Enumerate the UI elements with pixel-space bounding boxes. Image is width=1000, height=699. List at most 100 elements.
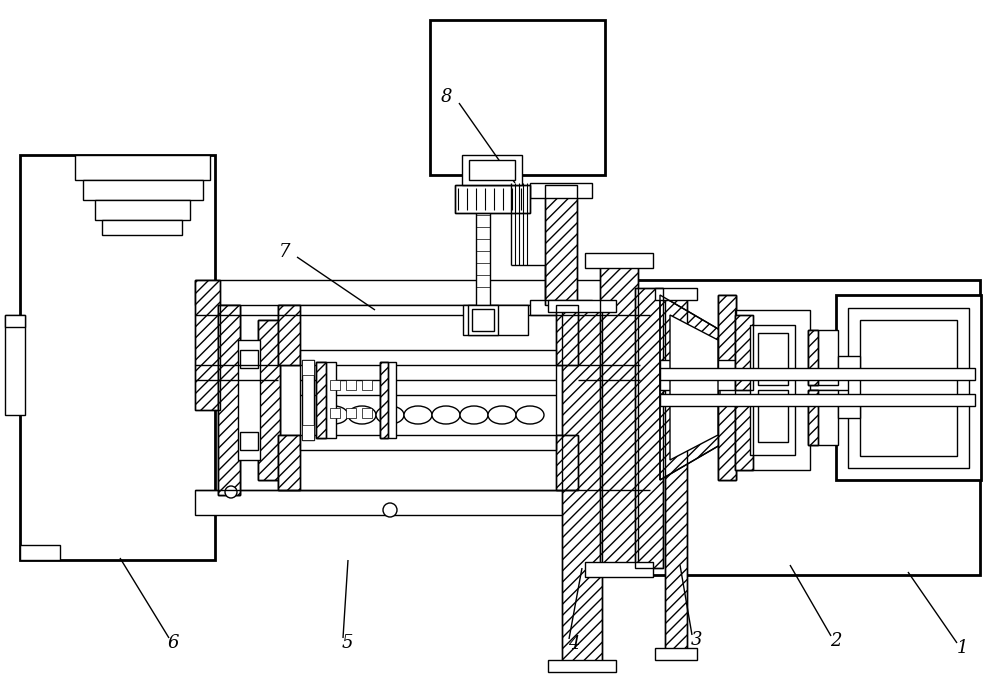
Bar	[718, 295, 736, 375]
Bar	[195, 490, 640, 515]
Polygon shape	[660, 295, 720, 480]
Bar	[75, 155, 210, 180]
Bar	[808, 390, 818, 445]
Ellipse shape	[320, 406, 348, 424]
Bar	[562, 305, 602, 670]
Bar	[240, 432, 258, 450]
Bar	[316, 362, 326, 438]
Bar	[735, 310, 810, 470]
Bar	[95, 200, 190, 220]
Bar	[238, 340, 260, 460]
Bar	[195, 280, 220, 410]
Bar	[548, 660, 616, 672]
Bar	[362, 408, 372, 418]
Polygon shape	[670, 315, 718, 460]
Bar	[808, 330, 818, 385]
Bar	[330, 408, 340, 418]
Bar	[463, 305, 528, 335]
Bar	[278, 435, 300, 490]
Bar	[455, 185, 530, 213]
Bar	[278, 435, 300, 490]
Ellipse shape	[404, 406, 432, 424]
Bar	[600, 258, 638, 568]
Bar	[665, 293, 687, 653]
Bar	[718, 295, 736, 375]
Bar	[556, 305, 578, 365]
Text: 1: 1	[956, 639, 968, 657]
Bar	[316, 362, 326, 438]
Ellipse shape	[488, 406, 516, 424]
Bar	[735, 315, 753, 390]
Bar	[346, 408, 356, 418]
Bar	[469, 160, 515, 180]
Bar	[476, 210, 490, 305]
Ellipse shape	[460, 406, 488, 424]
Bar	[530, 183, 592, 198]
Circle shape	[225, 486, 237, 498]
Bar	[218, 305, 240, 495]
Bar	[5, 315, 25, 415]
Bar	[316, 362, 336, 438]
Bar	[718, 395, 736, 480]
Bar	[808, 330, 838, 385]
Bar	[838, 356, 860, 376]
Bar	[346, 380, 356, 390]
Bar	[278, 305, 300, 365]
Bar	[718, 295, 736, 480]
Bar	[635, 288, 663, 568]
Bar	[468, 305, 498, 335]
Bar	[302, 360, 314, 375]
Bar	[362, 380, 372, 390]
Bar	[600, 258, 638, 568]
Bar	[735, 398, 753, 470]
Bar	[556, 435, 578, 490]
Bar	[750, 325, 795, 455]
Bar	[83, 180, 203, 200]
Bar	[240, 350, 258, 368]
Circle shape	[383, 503, 397, 517]
Bar	[330, 380, 340, 390]
Bar	[758, 333, 788, 385]
Text: 8: 8	[440, 88, 452, 106]
Bar	[635, 288, 663, 568]
Bar	[455, 185, 530, 213]
Bar	[718, 395, 736, 480]
Bar	[585, 562, 653, 577]
Bar	[660, 368, 975, 380]
Bar	[462, 155, 522, 185]
Bar	[735, 398, 753, 470]
Bar	[300, 350, 556, 450]
Text: 2: 2	[830, 632, 842, 650]
Bar	[380, 362, 396, 438]
Bar	[278, 305, 300, 365]
Bar	[655, 288, 697, 300]
Bar	[218, 305, 240, 495]
Text: 7: 7	[279, 243, 291, 261]
Bar	[556, 435, 578, 490]
Bar	[545, 185, 577, 305]
Bar	[562, 305, 602, 670]
Bar	[258, 320, 280, 480]
Bar	[808, 390, 818, 445]
Bar	[556, 305, 578, 365]
Bar	[545, 185, 577, 305]
Ellipse shape	[348, 406, 376, 424]
Bar	[655, 648, 697, 660]
Bar	[380, 362, 388, 438]
Bar	[836, 295, 981, 480]
Bar	[258, 320, 280, 480]
Bar	[548, 300, 616, 312]
Bar	[380, 362, 388, 438]
Ellipse shape	[376, 406, 404, 424]
Bar	[20, 545, 60, 560]
Bar	[218, 305, 240, 495]
Bar	[302, 360, 314, 440]
Bar	[258, 320, 280, 480]
Bar	[472, 309, 494, 331]
Bar	[808, 330, 818, 385]
Bar	[758, 390, 788, 442]
Ellipse shape	[516, 406, 544, 424]
Bar	[278, 305, 578, 365]
Bar	[808, 390, 838, 445]
Text: 3: 3	[691, 631, 703, 649]
